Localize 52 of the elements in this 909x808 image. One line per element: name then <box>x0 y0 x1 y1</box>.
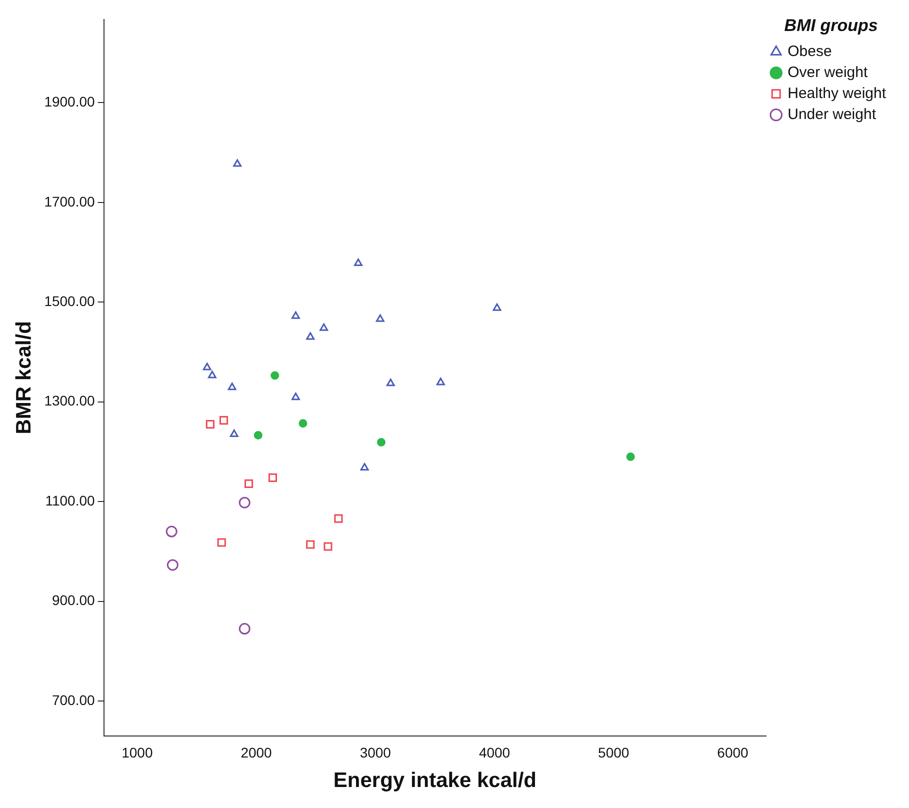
point <box>376 438 386 447</box>
point <box>626 452 635 461</box>
point <box>233 159 242 167</box>
y-tick-label: 1900.00 <box>44 94 96 110</box>
point <box>376 314 384 322</box>
point <box>238 623 250 635</box>
point <box>324 542 332 551</box>
point <box>238 496 250 508</box>
x-tick-label: 6000 <box>717 744 749 760</box>
y-tick-label: 700.00 <box>52 692 96 708</box>
point <box>334 514 343 523</box>
y-tick-label: 900.00 <box>52 592 96 608</box>
point <box>270 371 280 380</box>
y-tick-label: 1500.00 <box>44 293 96 310</box>
point <box>291 392 300 400</box>
x-tick-label: 1000 <box>122 744 153 760</box>
point <box>230 430 238 438</box>
y-axis-title: BMR kcal/d <box>12 321 36 434</box>
legend-label: Over weight <box>788 64 868 82</box>
point <box>386 378 395 386</box>
x-tick-label: 3000 <box>360 744 392 760</box>
point <box>228 382 236 390</box>
point <box>166 559 178 571</box>
y-tick-label: 1100.00 <box>45 492 96 508</box>
point <box>166 526 178 538</box>
x-axis-title: Energy intake kcal/d <box>333 769 537 792</box>
point <box>354 258 362 266</box>
point <box>244 479 254 488</box>
point <box>206 420 214 429</box>
y-tick-label: 1300.00 <box>44 392 96 409</box>
point <box>202 362 212 370</box>
legend-label: Under weight <box>788 106 877 124</box>
y-tick-label: 1700.00 <box>44 193 96 210</box>
point <box>217 538 226 547</box>
point <box>208 370 216 378</box>
legend-label: Obese <box>788 43 832 60</box>
point <box>436 378 445 386</box>
point <box>268 473 278 482</box>
x-tick-label: 2000 <box>240 744 272 760</box>
point <box>360 462 369 470</box>
legend-title: BMI groups <box>784 16 878 36</box>
legend-label: Healthy weight <box>788 85 887 102</box>
point <box>306 332 315 340</box>
point <box>492 303 502 311</box>
point <box>298 419 308 428</box>
point <box>254 431 262 440</box>
x-tick-label: 5000 <box>598 744 630 760</box>
x-tick-label: 4000 <box>478 744 510 760</box>
point <box>320 323 328 331</box>
point <box>219 416 228 425</box>
point <box>291 311 300 319</box>
point <box>306 540 315 549</box>
